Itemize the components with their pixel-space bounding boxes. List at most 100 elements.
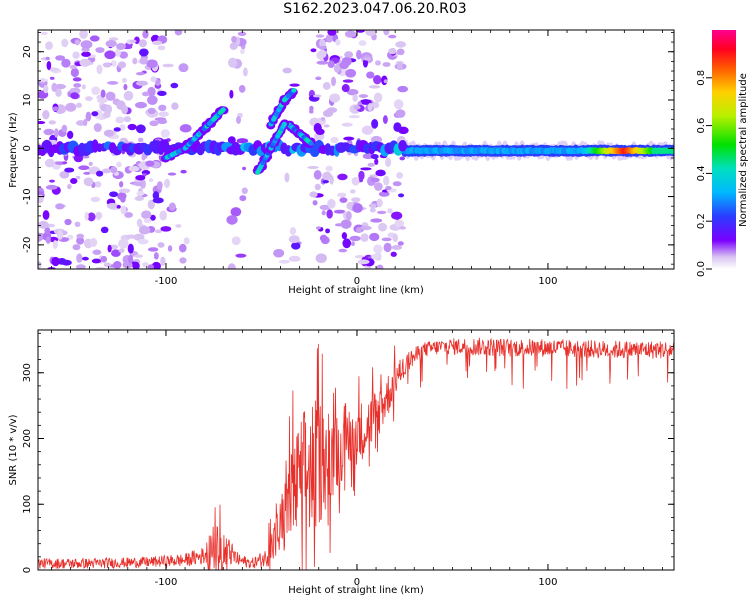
heatmap-cell	[381, 237, 392, 242]
heatmap-cell	[355, 227, 363, 233]
heatmap-cell	[397, 241, 404, 246]
heatmap-cell	[45, 184, 58, 190]
heatmap-cell	[313, 123, 322, 133]
heatmap-cell	[87, 212, 96, 222]
heatmap-cell	[354, 254, 365, 259]
snr-x-ticks: -100 0 100	[50, 330, 663, 588]
heatmap-cell	[284, 172, 290, 183]
heatmap-cell	[371, 253, 380, 260]
heatmap-cell	[118, 248, 125, 253]
heatmap-cell	[95, 170, 104, 177]
snr-x-tick-label: 100	[538, 577, 557, 588]
heatmap-cell	[238, 85, 246, 93]
colorbar-ticks: 0.0 0.2 0.4 0.6 0.8	[696, 70, 712, 277]
heatmap-cell	[326, 209, 333, 219]
heatmap-cell	[333, 64, 341, 73]
snr-panel: -100 0 100 0 100 200 300 Height of straight l…	[8, 329, 675, 596]
heatmap-cell	[396, 48, 405, 56]
heatmap-cell	[54, 128, 59, 138]
heatmap-cell	[289, 83, 300, 87]
heatmap-cell	[179, 243, 187, 253]
heatmap-cell	[69, 87, 81, 95]
heatmap-cell	[156, 181, 163, 190]
snr-frame	[37, 329, 675, 571]
heatmap-cell	[105, 91, 116, 101]
heatmap-cell	[100, 226, 109, 234]
heatmap-cell	[52, 240, 58, 249]
heatmap-cell	[382, 115, 388, 124]
heatmap-cell	[338, 61, 349, 70]
heatmap-cell	[180, 169, 187, 174]
heatmap-cell	[362, 153, 374, 160]
heatmap-cell	[81, 51, 91, 57]
heatmap-cell	[65, 102, 77, 112]
heatmap-cell	[179, 257, 187, 264]
heatmap-cell	[226, 215, 238, 225]
heatmap-cell	[42, 109, 50, 120]
heatmap-cell	[149, 120, 159, 127]
heatmap-cell	[227, 136, 236, 144]
heatmap-cell	[319, 39, 326, 48]
heatmap-cell	[147, 95, 158, 106]
spectrogram-y-ticks: -20 -10 0 10 20	[22, 32, 674, 265]
heatmap-cell	[338, 248, 348, 253]
heatmap-cell	[115, 116, 125, 124]
snr-y-ticks: 0 100 200 300	[22, 332, 674, 573]
heatmap-cell	[352, 203, 363, 213]
heatmap-cell	[93, 123, 102, 133]
heatmap-cell	[236, 138, 249, 144]
heatmap-cell	[70, 67, 79, 78]
heatmap-cell	[80, 40, 93, 49]
heatmap-cell	[322, 82, 331, 90]
heatmap-cell	[160, 226, 172, 232]
heatmap-cell	[395, 41, 407, 48]
heatmap-cell	[160, 256, 166, 266]
heatmap-cell	[95, 266, 106, 269]
heatmap-cell	[391, 211, 403, 220]
heatmap-cell	[75, 175, 81, 180]
heatmap-cell	[157, 119, 168, 125]
heatmap-cell	[107, 244, 112, 253]
colorbar-tick-label: 0.2	[696, 213, 707, 229]
heatmap-cell	[67, 183, 72, 190]
heatmap-cell	[357, 259, 370, 265]
heatmap-cell	[83, 118, 88, 127]
heatmap-cell	[132, 261, 140, 269]
heatmap-cell	[151, 261, 161, 269]
heatmap-cell	[159, 210, 167, 221]
heatmap-cell	[78, 165, 90, 171]
heatmap-cell	[104, 50, 116, 60]
heatmap-cell	[278, 259, 291, 264]
heatmap-cell	[157, 45, 166, 51]
heatmap-cell	[322, 179, 329, 184]
heatmap-cell	[333, 209, 346, 214]
snr-series-line	[38, 337, 674, 570]
heatmap-cell	[387, 208, 393, 214]
heatmap-cell	[121, 105, 128, 115]
heatmap-cell	[373, 75, 382, 85]
heatmap-cell	[341, 122, 353, 127]
heatmap-cell	[148, 178, 154, 183]
heatmap-cell	[133, 181, 144, 187]
heatmap-cell	[240, 48, 245, 55]
heatmap-cell	[337, 192, 347, 198]
heatmap-cell	[335, 38, 341, 46]
heatmap-cell	[363, 57, 372, 61]
heatmap-cell	[315, 76, 322, 81]
heatmap-cell	[356, 49, 362, 60]
heatmap-cell	[362, 58, 368, 68]
heatmap-cell	[330, 136, 339, 144]
heatmap-cell	[346, 88, 359, 96]
heatmap-cell	[325, 34, 333, 43]
heatmap-cell	[110, 60, 117, 67]
heatmap-cell	[83, 171, 91, 175]
heatmap-cell	[136, 80, 148, 86]
heatmap-cell	[81, 155, 90, 159]
heatmap-cell	[92, 249, 102, 255]
heatmap-cell	[38, 220, 49, 229]
heatmap-cell	[105, 104, 112, 114]
heatmap-cell	[241, 187, 248, 195]
chart-title: S162.2023.047.06.20.R03	[283, 1, 467, 17]
heatmap-cell	[153, 252, 159, 260]
heatmap-cell	[90, 196, 101, 203]
